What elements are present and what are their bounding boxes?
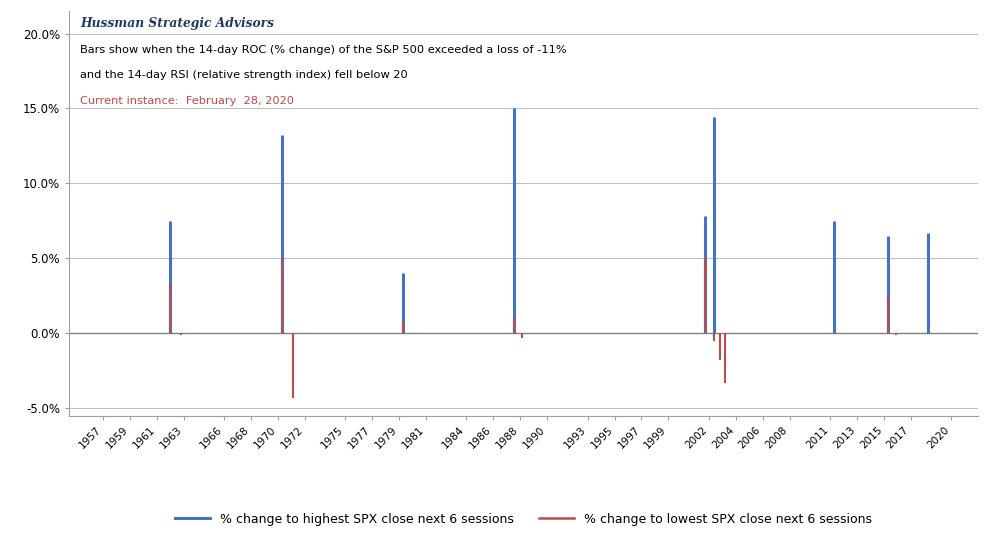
Text: Hussman Strategic Advisors: Hussman Strategic Advisors: [80, 17, 274, 30]
Text: and the 14-day RSI (relative strength index) fell below 20: and the 14-day RSI (relative strength in…: [80, 70, 408, 80]
Legend: % change to highest SPX close next 6 sessions, % change to lowest SPX close next: % change to highest SPX close next 6 ses…: [170, 507, 877, 531]
Text: Bars show when the 14-day ROC (% change) of the S&P 500 exceeded a loss of -11%: Bars show when the 14-day ROC (% change)…: [80, 45, 567, 55]
Text: Current instance:  February  28, 2020: Current instance: February 28, 2020: [80, 96, 294, 106]
